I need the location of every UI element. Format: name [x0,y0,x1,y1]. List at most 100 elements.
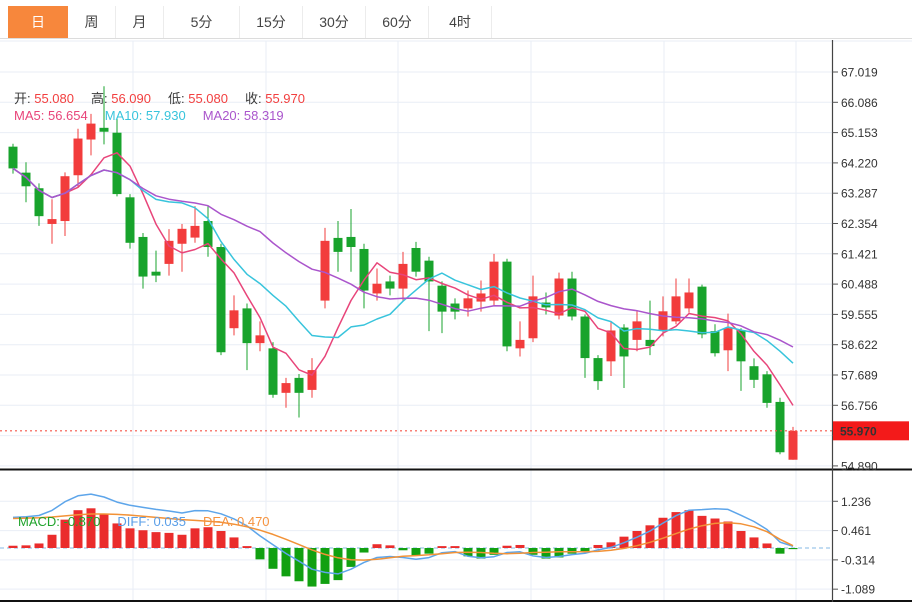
candle-body[interactable] [333,237,343,252]
macd-histogram-bar[interactable] [47,534,57,548]
macd-histogram-bar[interactable] [86,508,96,548]
tab-5min[interactable]: 5分 [164,6,240,38]
macd-histogram-bar[interactable] [502,545,512,548]
tab-month[interactable]: 月 [116,6,164,38]
macd-histogram-bar[interactable] [281,548,291,577]
candle-body[interactable] [307,370,317,390]
macd-histogram-bar[interactable] [138,530,148,548]
candle-body[interactable] [723,328,733,351]
candle-body[interactable] [268,348,278,395]
macd-histogram-bar[interactable] [398,548,408,551]
candle-body[interactable] [762,374,772,403]
candle-body[interactable] [73,138,83,176]
macd-histogram-bar[interactable] [632,530,642,548]
macd-histogram-bar[interactable] [346,548,356,567]
kline-chart-canvas[interactable]: 67.019 66.086 65.153 64.220 63.287 62.354 61.4… [0,40,912,604]
macd-histogram-bar[interactable] [359,548,369,553]
candle-body[interactable] [372,283,382,294]
candle-body[interactable] [567,278,577,317]
candle-body[interactable] [476,293,486,302]
candle-body[interactable] [229,310,239,329]
candle-body[interactable] [632,321,642,340]
candle-body[interactable] [580,316,590,359]
macd-histogram-bar[interactable] [554,548,564,558]
macd-histogram-bar[interactable] [489,548,499,555]
macd-histogram-bar[interactable] [294,548,304,582]
candle-body[interactable] [294,377,304,393]
candle-body[interactable] [359,248,369,291]
macd-histogram-bar[interactable] [697,515,707,548]
macd-histogram-bar[interactable] [671,512,681,548]
candle-body[interactable] [606,330,616,362]
macd-histogram-bar[interactable] [723,521,733,548]
macd-histogram-bar[interactable] [528,548,538,555]
macd-histogram-bar[interactable] [762,543,772,548]
macd-histogram-bar[interactable] [255,548,265,560]
candle-body[interactable] [710,331,720,354]
macd-histogram-bar[interactable] [645,525,655,548]
macd-histogram-bar[interactable] [268,548,278,569]
candle-body[interactable] [164,240,174,264]
candle-body[interactable] [424,260,434,282]
macd-histogram-bar[interactable] [216,530,226,548]
candle-body[interactable] [697,286,707,335]
candle-body[interactable] [645,339,655,347]
candle-body[interactable] [99,127,109,132]
macd-histogram-bar[interactable] [450,546,460,548]
candle-body[interactable] [47,219,57,224]
candle-body[interactable] [320,240,330,301]
macd-histogram-bar[interactable] [775,548,785,554]
macd-histogram-bar[interactable] [710,518,720,548]
macd-histogram-bar[interactable] [411,548,421,556]
candle-body[interactable] [489,261,499,301]
candle-body[interactable] [502,261,512,347]
macd-histogram-bar[interactable] [307,548,317,587]
macd-histogram-bar[interactable] [580,548,590,552]
candle-body[interactable] [177,228,187,244]
macd-histogram-bar[interactable] [424,548,434,554]
candle-body[interactable] [593,358,603,382]
macd-histogram-bar[interactable] [229,537,239,548]
macd-histogram-bar[interactable] [515,544,525,548]
candle-body[interactable] [151,271,161,276]
candle-body[interactable] [125,197,135,243]
candle-body[interactable] [775,401,785,453]
candle-body[interactable] [437,285,447,312]
macd-histogram-bar[interactable] [476,548,486,559]
candle-body[interactable] [398,263,408,289]
candle-body[interactable] [21,172,31,187]
candle-body[interactable] [346,236,356,248]
candle-body[interactable] [684,292,694,309]
macd-histogram-bar[interactable] [203,527,213,548]
macd-histogram-bar[interactable] [320,548,330,584]
candle-body[interactable] [34,188,44,217]
candle-body[interactable] [788,430,798,460]
candle-body[interactable] [450,303,460,312]
macd-histogram-bar[interactable] [242,546,252,548]
macd-histogram-bar[interactable] [151,532,161,548]
candle-body[interactable] [658,311,668,331]
macd-histogram-bar[interactable] [60,519,70,548]
macd-histogram-bar[interactable] [567,548,577,554]
macd-histogram-bar[interactable] [8,545,18,548]
candle-body[interactable] [60,176,70,222]
macd-histogram-bar[interactable] [177,534,187,548]
candle-body[interactable] [203,221,213,248]
tab-week[interactable]: 周 [68,6,116,38]
candle-body[interactable] [242,308,252,344]
tab-4hour[interactable]: 4时 [429,6,492,38]
candle-body[interactable] [86,123,96,140]
macd-histogram-bar[interactable] [73,510,83,548]
macd-histogram-bar[interactable] [541,548,551,559]
macd-histogram-bar[interactable] [385,545,395,548]
candle-body[interactable] [515,339,525,349]
candle-body[interactable] [411,247,421,272]
candle-body[interactable] [138,236,148,277]
candle-body[interactable] [255,335,265,344]
candle-body[interactable] [190,225,200,238]
macd-histogram-bar[interactable] [658,517,668,548]
macd-histogram-bar[interactable] [333,548,343,581]
tab-30min[interactable]: 30分 [303,6,366,38]
tab-60min[interactable]: 60分 [366,6,429,38]
macd-histogram-bar[interactable] [21,545,31,548]
